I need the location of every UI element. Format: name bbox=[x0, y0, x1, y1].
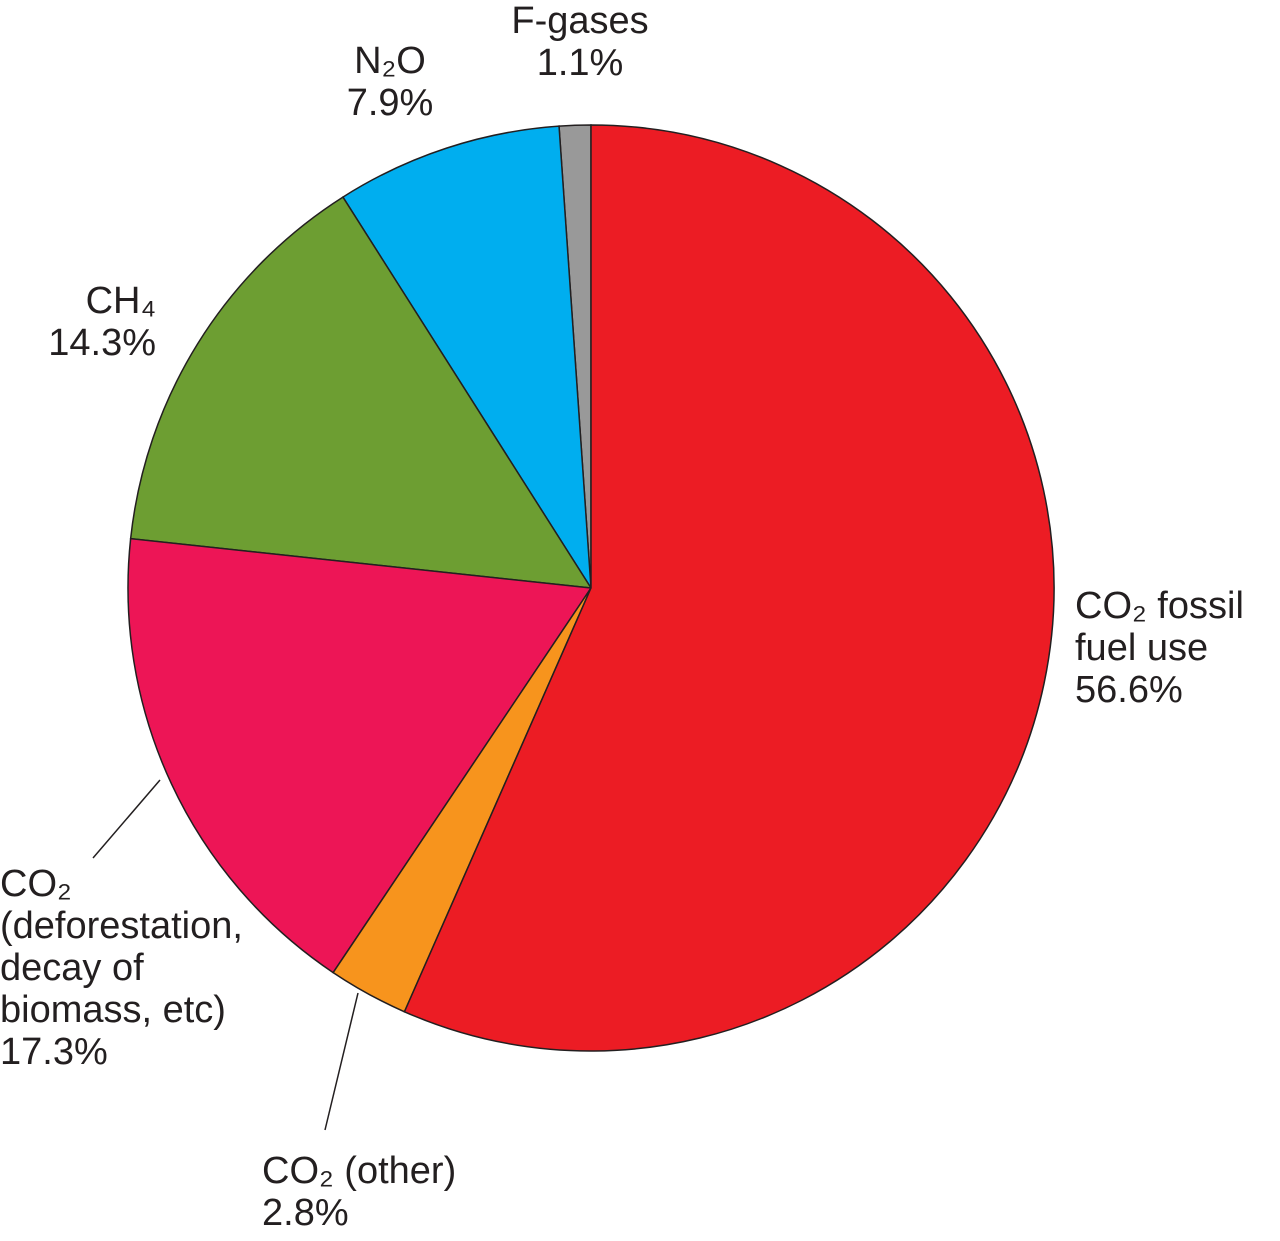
category-label: CH₄ bbox=[85, 280, 156, 322]
category-label: CO₂ fossil fuel use bbox=[1075, 585, 1244, 669]
value-label: 1.1% bbox=[536, 42, 624, 84]
pie-slice bbox=[127, 537, 593, 974]
value-label: 2.8% bbox=[262, 1192, 349, 1234]
slice-label: CO₂ (other) 2.8% bbox=[262, 1150, 522, 1234]
leader-line bbox=[324, 992, 359, 1131]
pie-slice bbox=[341, 125, 592, 589]
value-label: 7.9% bbox=[346, 82, 434, 124]
leader-line bbox=[92, 779, 161, 859]
pie-slice bbox=[403, 124, 1055, 1052]
value-label: 17.3% bbox=[0, 1031, 108, 1073]
pie-slice bbox=[129, 196, 593, 589]
category-label: CO₂ (other) bbox=[262, 1150, 457, 1192]
slice-label: N₂O 7.9% bbox=[300, 40, 480, 124]
value-label: 56.6% bbox=[1075, 669, 1183, 711]
slice-label: F-gases 1.1% bbox=[480, 0, 680, 84]
slice-label: CO₂ (deforestation, decay of biomass, et… bbox=[0, 863, 280, 1073]
category-label: CO₂ (deforestation, decay of biomass, et… bbox=[0, 863, 243, 1031]
category-label: F-gases bbox=[511, 0, 649, 42]
category-label: N₂O bbox=[354, 40, 426, 82]
value-label: 14.3% bbox=[48, 322, 156, 364]
slice-label: CO₂ fossil fuel use 56.6% bbox=[1075, 585, 1280, 711]
slice-label: CH₄ 14.3% bbox=[0, 280, 156, 364]
